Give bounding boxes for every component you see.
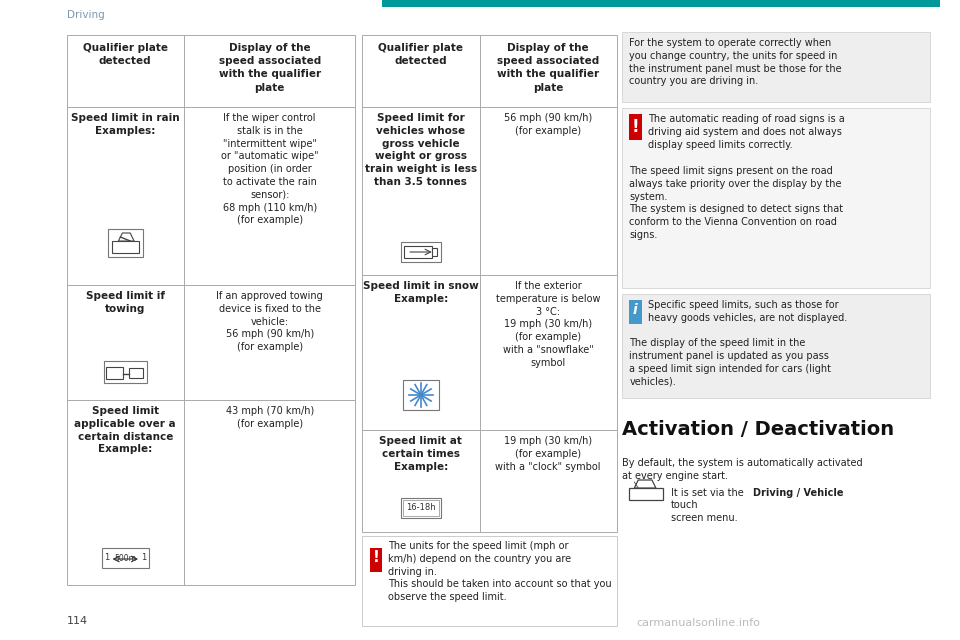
Text: The units for the speed limit (mph or
km/h) depend on the country you are
drivin: The units for the speed limit (mph or km… <box>388 541 612 602</box>
Bar <box>630 300 642 324</box>
Bar <box>66 35 355 107</box>
Bar <box>362 35 616 107</box>
Bar <box>370 548 382 572</box>
Text: 114: 114 <box>66 616 87 626</box>
Text: Speed limit at
certain times
Example:: Speed limit at certain times Example: <box>379 436 463 472</box>
Bar <box>362 536 616 626</box>
Text: Speed limit for
vehicles whose
gross vehicle
weight or gross
train weight is les: Speed limit for vehicles whose gross veh… <box>365 113 477 187</box>
Text: By default, the system is automatically activated
at every engine start.: By default, the system is automatically … <box>622 458 862 481</box>
Bar <box>403 380 439 410</box>
Bar <box>404 246 432 258</box>
Bar <box>66 107 355 285</box>
Text: 56 mph (90 km/h)
(for example): 56 mph (90 km/h) (for example) <box>504 113 592 136</box>
Text: 16-18h: 16-18h <box>406 504 436 513</box>
Text: i: i <box>633 303 637 317</box>
Bar <box>401 498 441 518</box>
Text: Specific speed limits, such as those for
heavy goods vehicles, are not displayed: Specific speed limits, such as those for… <box>648 300 848 323</box>
Text: Display of the
speed associated
with the qualifier
plate: Display of the speed associated with the… <box>497 43 599 93</box>
Bar <box>362 107 616 275</box>
Bar <box>382 0 940 7</box>
Bar <box>403 500 439 516</box>
Bar <box>108 229 143 257</box>
Text: For the system to operate correctly when
you change country, the units for speed: For the system to operate correctly when… <box>630 38 842 86</box>
Text: Speed limit
applicable over a
certain distance
Example:: Speed limit applicable over a certain di… <box>75 406 176 454</box>
Text: Qualifier plate
detected: Qualifier plate detected <box>83 43 168 66</box>
Bar <box>362 430 616 532</box>
Bar <box>622 32 930 102</box>
Text: It is set via the: It is set via the <box>670 488 747 498</box>
Bar <box>66 285 355 400</box>
Text: Driving / Vehicle: Driving / Vehicle <box>753 488 843 498</box>
Text: 43 mph (70 km/h)
(for example): 43 mph (70 km/h) (for example) <box>226 406 314 429</box>
Text: 19 mph (30 km/h)
(for example)
with a "clock" symbol: 19 mph (30 km/h) (for example) with a "c… <box>495 436 601 472</box>
Text: The speed limit signs present on the road
always take priority over the display : The speed limit signs present on the roa… <box>630 166 844 240</box>
Text: touch
screen menu.: touch screen menu. <box>670 500 737 523</box>
Text: Speed limit in rain
Examples:: Speed limit in rain Examples: <box>71 113 180 136</box>
Text: Display of the
speed associated
with the qualifier
plate: Display of the speed associated with the… <box>219 43 321 93</box>
Text: Speed limit in snow
Example:: Speed limit in snow Example: <box>363 281 479 304</box>
Text: The automatic reading of road signs is a
driving aid system and does not always
: The automatic reading of road signs is a… <box>648 114 845 150</box>
Text: Qualifier plate
detected: Qualifier plate detected <box>378 43 464 66</box>
Text: If the exterior
temperature is below
3 °C:
19 mph (30 km/h)
(for example)
with a: If the exterior temperature is below 3 °… <box>496 281 600 368</box>
Bar <box>106 367 123 379</box>
Bar <box>630 488 662 500</box>
Bar <box>66 400 355 585</box>
Bar <box>362 275 616 430</box>
Text: 1: 1 <box>104 554 109 563</box>
Bar <box>111 241 139 253</box>
Bar <box>622 108 930 288</box>
Text: !: ! <box>632 118 639 136</box>
Bar <box>630 114 642 140</box>
Text: 500m: 500m <box>114 554 136 563</box>
Bar <box>130 368 143 378</box>
Bar <box>432 248 437 256</box>
Bar <box>104 361 147 383</box>
Bar <box>622 294 930 398</box>
Bar <box>401 242 441 262</box>
Text: If the wiper control
stalk is in the
"intermittent wipe"
or "automatic wipe"
pos: If the wiper control stalk is in the "in… <box>221 113 319 225</box>
Text: Activation / Deactivation: Activation / Deactivation <box>622 420 894 439</box>
Text: Speed limit if
towing: Speed limit if towing <box>85 291 165 314</box>
Text: carmanualsonline.info: carmanualsonline.info <box>636 618 760 628</box>
Bar <box>102 548 149 568</box>
Polygon shape <box>118 233 134 241</box>
Polygon shape <box>635 480 656 488</box>
Text: Driving: Driving <box>66 10 105 20</box>
Text: 1: 1 <box>141 554 147 563</box>
Text: The display of the speed limit in the
instrument panel is updated as you pass
a : The display of the speed limit in the in… <box>630 338 831 387</box>
Text: If an approved towing
device is fixed to the
vehicle:
56 mph (90 km/h)
(for exam: If an approved towing device is fixed to… <box>216 291 324 352</box>
Text: !: ! <box>372 550 379 565</box>
